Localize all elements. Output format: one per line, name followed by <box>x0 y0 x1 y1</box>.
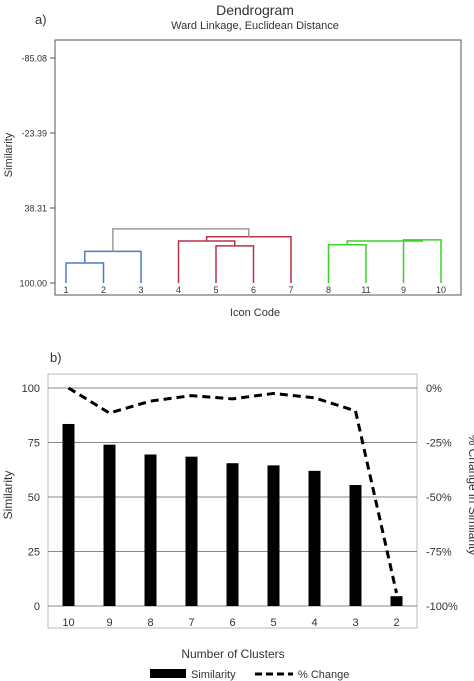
leaf-label: 5 <box>213 285 218 295</box>
panel-b-label: b) <box>50 350 62 365</box>
dendrogram-y-axis-label: Similarity <box>3 132 15 177</box>
dendrogram-x-axis-label: Icon Code <box>230 307 280 319</box>
legend-swatch-similarity <box>150 669 186 678</box>
y-tick-label: 50 <box>28 492 40 504</box>
x-tick-label: 8 <box>147 617 153 629</box>
dendrogram-link <box>205 236 292 283</box>
leaf-label: 10 <box>436 285 446 295</box>
leaf-label: 11 <box>361 285 370 295</box>
clusters-y2-axis-label: % Change in Similarity <box>466 435 474 556</box>
bar-similarity <box>144 454 157 606</box>
clusters-plot-frame <box>47 373 418 629</box>
y-tick-label: 25 <box>28 547 40 559</box>
dendrogram-frame <box>54 39 462 296</box>
y-tick-label: -23.39 <box>21 128 47 138</box>
leaf-label: 6 <box>251 285 256 295</box>
y2-tick-label: -50% <box>426 492 452 504</box>
legend: Similarity % Change <box>150 669 349 681</box>
y2-tick-label: -25% <box>426 438 452 450</box>
y-tick-label: 100 <box>22 383 40 395</box>
y-tick-label: 38.31 <box>24 204 47 214</box>
y2-tick-label: 0% <box>426 383 442 395</box>
dendrogram-subtitle: Ward Linkage, Euclidean Distance <box>171 20 339 32</box>
y-tick-label: -85.08 <box>21 54 47 64</box>
bar-similarity <box>349 485 362 606</box>
x-tick-label: 5 <box>270 617 276 629</box>
dendrogram-link <box>112 228 250 252</box>
bar-similarity <box>308 470 321 606</box>
x-tick-label: 9 <box>106 617 112 629</box>
x-tick-label: 3 <box>352 617 358 629</box>
x-tick-label: 10 <box>62 617 74 629</box>
bar-similarity <box>62 423 75 606</box>
clusters-x-axis-label: Number of Clusters <box>181 647 284 661</box>
leaf-label: 4 <box>176 285 181 295</box>
x-tick-label: 4 <box>311 617 317 629</box>
dendrogram-link <box>327 243 367 283</box>
clusters-y-axis-label: Similarity <box>1 471 15 520</box>
y-tick-label: 0 <box>34 601 40 613</box>
leaf-label: 1 <box>63 285 68 295</box>
bar-similarity <box>185 456 198 606</box>
dendrogram-link <box>177 240 236 283</box>
x-tick-label: 6 <box>229 617 235 629</box>
y-tick-label: 100.00 <box>19 279 47 289</box>
bar-similarity <box>226 463 239 606</box>
bar-similarity <box>267 465 280 606</box>
leaf-label: 2 <box>101 285 106 295</box>
y2-tick-label: -75% <box>426 547 452 559</box>
bar-similarity <box>390 596 403 606</box>
dendrogram-chart: Dendrogram Ward Linkage, Euclidean Dista… <box>0 0 462 319</box>
panel-a-label: a) <box>35 12 47 27</box>
legend-label-similarity: Similarity <box>191 669 236 681</box>
dendrogram-link <box>346 239 423 245</box>
leaf-label: 9 <box>401 285 406 295</box>
leaf-label: 3 <box>138 285 143 295</box>
series-line-change <box>67 386 398 594</box>
dendrogram-title: Dendrogram <box>216 2 294 18</box>
leaf-label: 7 <box>288 285 293 295</box>
y-tick-label: 75 <box>28 438 40 450</box>
x-tick-label: 7 <box>188 617 194 629</box>
leaf-label: 8 <box>326 285 331 295</box>
bar-similarity <box>103 444 116 606</box>
y2-tick-label: -100% <box>426 601 458 613</box>
legend-label-change: % Change <box>298 669 349 681</box>
x-tick-label: 2 <box>393 617 399 629</box>
